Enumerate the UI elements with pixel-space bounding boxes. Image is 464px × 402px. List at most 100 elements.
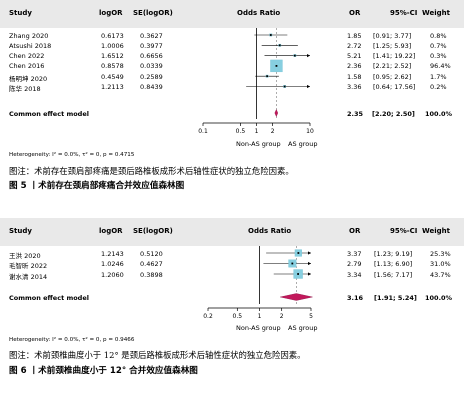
study-or: 3.34 xyxy=(347,270,362,279)
study-ci: [1.41; 19.22] xyxy=(373,52,416,61)
study-name: 谢水清 2014 xyxy=(9,272,48,281)
study-logor: 0.6173 xyxy=(101,31,124,40)
study-se: 0.3977 xyxy=(140,41,163,50)
study-name: Atsushi 2018 xyxy=(9,41,52,50)
study-se: 0.3627 xyxy=(140,31,163,40)
study-se: 0.3898 xyxy=(140,270,163,279)
col-header-weight: Weight xyxy=(422,9,450,17)
study-logor: 1.2060 xyxy=(101,270,124,279)
study-point-estimate xyxy=(283,85,286,88)
study-se: 0.5120 xyxy=(140,249,163,258)
study-name: 杨明坤 2020 xyxy=(9,74,48,83)
study-name: Chen 2022 xyxy=(9,52,45,61)
forest-plot-1-graphic: 0.1 0.5 1 2 10 xyxy=(198,28,314,135)
x-tick-label: 0.5 xyxy=(236,128,246,135)
x-tick-label: 10 xyxy=(306,128,314,135)
col-header-odds-ratio: Odds Ratio xyxy=(237,9,281,17)
study-logor: 1.0006 xyxy=(101,41,124,50)
col-header-ci: 95%-CI xyxy=(390,227,418,235)
study-name: 毛智昕 2022 xyxy=(9,262,48,270)
study-logor: 1.6512 xyxy=(101,52,124,61)
col-header-odds-ratio: Odds Ratio xyxy=(248,227,292,235)
heterogeneity-note: Heterogeneity: I² = 0.0%, τ² = 0, p = 0.… xyxy=(9,152,135,158)
summary-ci: [2.20; 2.50] xyxy=(372,110,415,118)
summary-or: 3.16 xyxy=(347,294,364,302)
ci-arrow xyxy=(307,54,310,58)
study-ci: [1.13; 6.90] xyxy=(374,260,413,268)
header-band xyxy=(0,0,464,28)
col-header-ci: 95%-CI xyxy=(390,9,418,17)
study-ci: [1.25; 5.93] xyxy=(373,41,412,50)
study-ci: [2.21; 2.52] xyxy=(373,62,412,71)
study-logor: 1.0246 xyxy=(101,260,124,268)
study-name: 王洪 2020 xyxy=(9,251,41,260)
study-point-estimate xyxy=(278,44,281,47)
study-or: 2.72 xyxy=(347,41,362,50)
study-or: 3.36 xyxy=(347,83,362,91)
study-weight: 0.3% xyxy=(430,52,447,61)
study-se: 0.2589 xyxy=(140,72,163,81)
study-or: 1.85 xyxy=(347,31,362,40)
summary-label: Common effect model xyxy=(9,294,89,302)
x-tick-label: 1 xyxy=(258,313,262,320)
x-tick-label: 5 xyxy=(309,313,313,320)
x-tick-label: 0.2 xyxy=(203,313,213,320)
x-tick-label: 0.5 xyxy=(233,313,243,320)
study-weight: 0.7% xyxy=(430,41,447,50)
forest-plot-2: Study logOR SE(logOR) Odds Ratio OR 95%-… xyxy=(0,218,464,346)
x-tick-label: 1 xyxy=(255,128,259,135)
header-band xyxy=(0,218,464,246)
figure-6-title: 图 6 丨术前颈椎曲度小于 12° 合并效应值森林图 xyxy=(9,366,198,376)
study-ci: [0.64; 17.56] xyxy=(373,83,416,91)
study-or: 1.58 xyxy=(347,72,362,81)
col-header-se: SE(logOR) xyxy=(133,227,173,235)
figure-5-title: 图 5 丨术前存在颈肩部疼痛合并效应值森林图 xyxy=(9,181,185,191)
summary-label: Common effect model xyxy=(9,110,89,118)
study-point-estimate xyxy=(297,252,300,254)
study-weight: 96.4% xyxy=(430,62,451,71)
study-se: 0.0339 xyxy=(140,62,163,71)
study-point-estimate xyxy=(269,34,272,36)
study-or: 2.79 xyxy=(347,260,362,268)
x-tick-label: 2 xyxy=(280,313,284,320)
study-or: 3.37 xyxy=(347,249,362,258)
col-header-logor: logOR xyxy=(99,9,123,17)
study-weight: 0.2% xyxy=(430,83,447,91)
ci-arrow xyxy=(308,251,311,255)
figure-6-note: 图注：术前颈椎曲度小于 12° 是颈后路椎板成形术后轴性症状的独立危险因素。 xyxy=(9,350,306,360)
study-point-estimate xyxy=(291,262,294,265)
x-tick-label: 2 xyxy=(271,128,275,135)
study-se: 0.6656 xyxy=(140,52,163,61)
ci-arrow xyxy=(308,261,311,266)
ci-arrow xyxy=(307,84,310,89)
study-name: Chen 2016 xyxy=(9,62,45,71)
col-header-or: OR xyxy=(349,9,361,17)
col-header-or: OR xyxy=(349,227,361,235)
study-weight: 43.7% xyxy=(430,270,451,279)
study-ci: [1.23; 9.19] xyxy=(374,249,413,258)
study-weight: 0.8% xyxy=(430,31,447,40)
study-name: Zhang 2020 xyxy=(9,31,49,40)
group-left-label: Non-AS group xyxy=(236,324,281,332)
group-left-label: Non-AS group xyxy=(236,140,281,148)
study-point-estimate xyxy=(266,75,269,78)
study-logor: 1.2143 xyxy=(101,249,124,258)
ci-arrow xyxy=(308,272,311,276)
study-logor: 0.8578 xyxy=(101,62,124,71)
col-header-se: SE(logOR) xyxy=(133,9,173,17)
study-point-estimate xyxy=(293,54,296,57)
pooled-diamond xyxy=(280,293,313,301)
study-logor: 1.2113 xyxy=(101,83,124,91)
col-header-logor: logOR xyxy=(99,227,123,235)
forest-plot-1: Study logOR SE(logOR) Odds Ratio OR 95%-… xyxy=(0,0,464,163)
x-tick-label: 0.1 xyxy=(198,128,208,135)
study-se: 0.4627 xyxy=(140,260,163,268)
group-right-label: AS group xyxy=(288,140,318,148)
summary-or: 2.35 xyxy=(347,110,364,118)
study-logor: 0.4549 xyxy=(101,72,124,81)
study-weight: 1.7% xyxy=(430,72,447,81)
study-se: 0.8439 xyxy=(140,83,163,91)
study-or: 2.36 xyxy=(347,62,362,71)
study-ci: [0.95; 2.62] xyxy=(373,72,412,81)
figure-5-note: 图注：术前存在颈肩部疼痛是颈后路椎板成形术后轴性症状的独立危险因素。 xyxy=(9,166,294,176)
